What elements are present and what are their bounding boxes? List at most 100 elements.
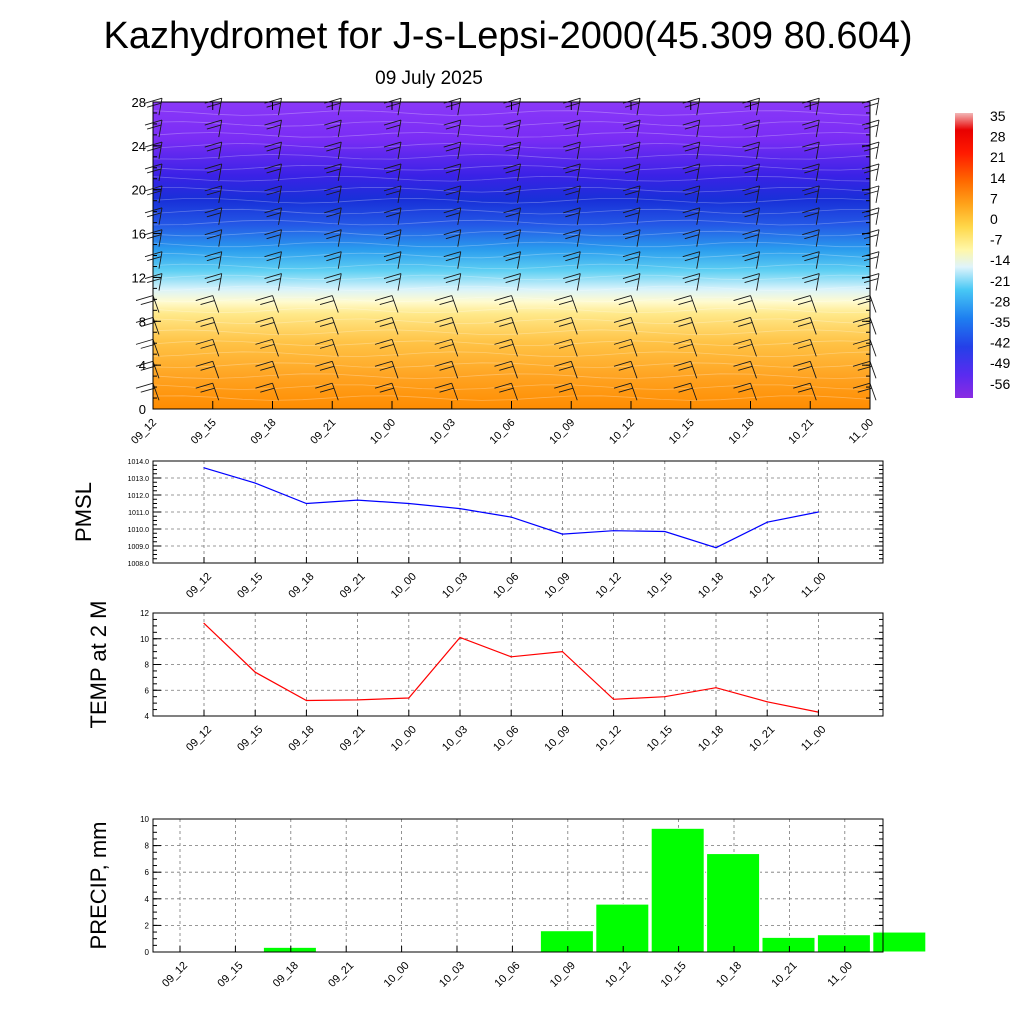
wind-barb-flag [563, 141, 581, 148]
wind-barb [733, 382, 757, 401]
x-tick-label: 09_18 [271, 960, 301, 990]
wind-barb-staff [158, 229, 163, 247]
wind-barb-staff [451, 383, 459, 401]
wind-barb-flag [673, 382, 691, 389]
wind-barb-flag [140, 300, 155, 305]
wind-barb-flag [494, 360, 512, 367]
wind-barb-staff [696, 163, 701, 182]
series-point [715, 547, 717, 549]
series-point [664, 696, 666, 698]
heatmap-isoline [152, 373, 871, 379]
wind-barb-flag [445, 278, 460, 284]
wind-barb-flag [793, 295, 811, 301]
wind-barb [802, 119, 820, 138]
wind-barb-flag [379, 365, 394, 371]
wind-barb [324, 163, 342, 182]
wind-barb-flag [204, 141, 222, 148]
wind-barb-flag [558, 343, 574, 349]
wind-barb-flag [379, 387, 394, 393]
wind-barb-staff [158, 98, 163, 116]
wind-barb-flag [319, 300, 335, 305]
wind-barb-flag [439, 322, 454, 327]
wind-barb-staff [278, 251, 282, 269]
wind-barb [563, 229, 581, 247]
series-point [664, 530, 666, 533]
wind-barb-staff [517, 141, 521, 160]
wind-barb-staff [278, 229, 282, 247]
wind-barb-flag [852, 317, 871, 323]
heatmap-isoline [152, 296, 871, 303]
wind-barb-flag [554, 295, 572, 301]
wind-barb-flag [554, 360, 572, 367]
wind-barb-flag [505, 168, 520, 174]
wind-barb-staff [511, 295, 518, 313]
wind-barb-flag [445, 102, 460, 108]
wind-barb-staff [869, 317, 877, 335]
colorbar-label: 0 [990, 211, 998, 227]
wind-barb-staff [756, 163, 760, 182]
wind-barb [443, 163, 462, 182]
wind-barb-flag [797, 387, 813, 393]
wind-barb [443, 251, 462, 269]
wind-barb-flag [135, 317, 154, 323]
wind-barb-flag [797, 322, 813, 327]
wind-barb-flag [195, 295, 213, 301]
heatmap-isoline [152, 263, 871, 270]
wind-barb-flag [613, 317, 632, 323]
wind-barb-flag [443, 141, 461, 148]
y-tick-label: 1014.0 [128, 459, 150, 466]
x-tick-label: 10_21 [747, 724, 777, 754]
wind-barb-staff [696, 120, 701, 138]
wind-barb-flag [319, 322, 335, 327]
wind-barb-flag [200, 343, 215, 349]
wind-barb [613, 360, 638, 379]
wind-barb-staff [331, 295, 339, 313]
wind-barb-flag [439, 343, 454, 349]
wind-barb-flag [857, 387, 872, 393]
wind-barb-staff [397, 163, 402, 182]
heatmap-x-tick-label: 10_03 [428, 417, 458, 447]
wind-barb-flag [383, 229, 402, 236]
wind-barb-staff [397, 251, 402, 269]
precip-bar [595, 903, 650, 953]
wind-barb-flag [857, 300, 872, 305]
wind-barb-staff [756, 251, 760, 269]
wind-barb [742, 185, 760, 203]
wind-barb-staff [337, 120, 342, 138]
wind-barb-flag [622, 141, 641, 148]
wind-barb-staff [517, 251, 521, 269]
wind-barb-staff [218, 98, 223, 116]
series-point [766, 701, 768, 703]
heatmap-isoline [152, 241, 870, 248]
wind-barb-staff [869, 295, 877, 313]
series-point [561, 533, 564, 535]
wind-barb-flag [206, 234, 221, 240]
wind-barb-flag [206, 190, 221, 196]
x-tick-label: 09_18 [286, 571, 316, 601]
y-tick-label: 8 [145, 842, 150, 851]
wind-barb-flag [374, 338, 393, 345]
heatmap-y-tick-label: 4 [139, 358, 146, 373]
wind-barb [852, 317, 877, 335]
colorbar-fill [955, 113, 973, 398]
wind-barb-flag [140, 387, 155, 393]
heatmap-y-tick-label: 0 [139, 402, 146, 417]
wind-barb [682, 207, 701, 225]
wind-barb-staff [815, 141, 820, 160]
wind-barb [802, 141, 820, 160]
wind-barb-flag [324, 251, 342, 258]
wind-barb [315, 382, 339, 401]
wind-barb-staff [517, 229, 521, 247]
wind-barb-staff [457, 163, 462, 182]
colorbar-label: 28 [990, 129, 1006, 145]
wind-barb-flag [140, 322, 155, 327]
wind-barb-flag [505, 102, 520, 108]
wind-barb-flag [326, 256, 341, 262]
wind-barb-flag [563, 251, 581, 258]
wind-barb-flag [326, 234, 341, 240]
wind-barb-flag [326, 278, 341, 284]
series-point [305, 502, 307, 505]
x-tick-label: 09_12 [184, 571, 214, 601]
wind-barb-staff [696, 98, 701, 116]
wind-barb-flag [744, 146, 759, 152]
